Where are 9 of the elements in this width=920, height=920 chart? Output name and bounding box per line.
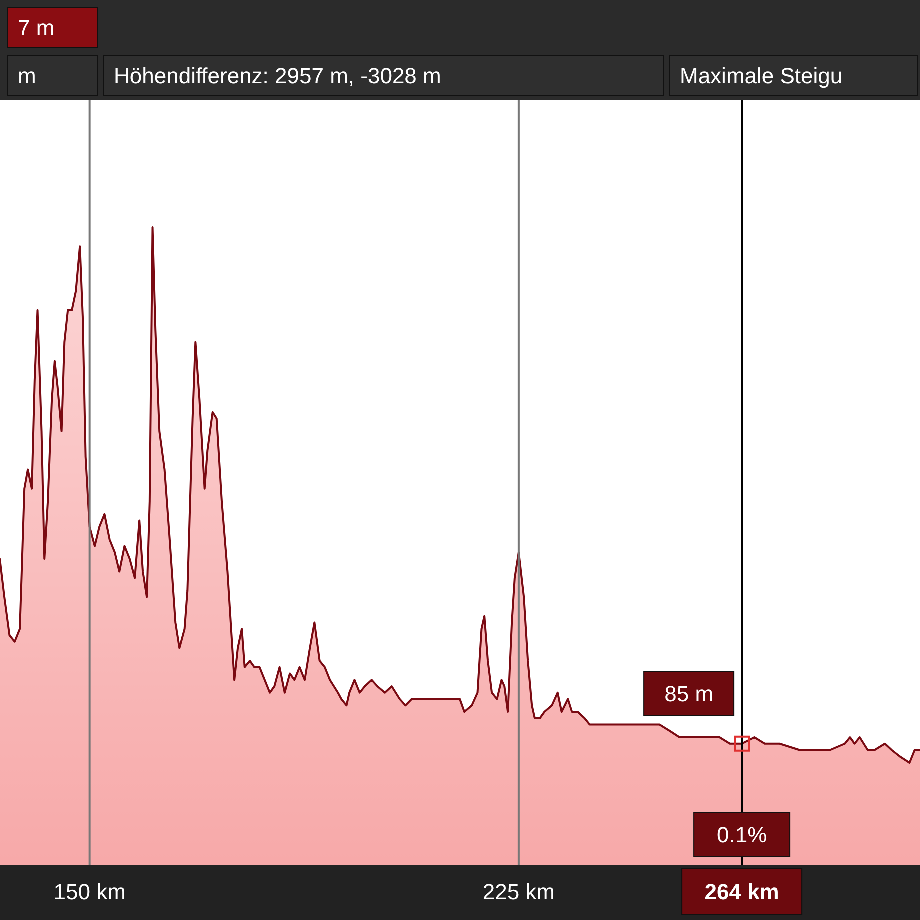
ref-line-label: 264 km: [704, 880, 780, 904]
x-tick-label: 225 km: [482, 880, 556, 904]
annotation: 85 m: [664, 681, 714, 706]
x-tick-label: 150 km: [54, 880, 126, 904]
annotation: 0.1%: [716, 822, 768, 848]
text: 7 m: [18, 16, 55, 40]
text: Höhendifferenz: 2957 m, -3028 m: [114, 64, 442, 88]
text: Maximale Steigu: [680, 64, 843, 88]
text: m: [18, 64, 36, 88]
